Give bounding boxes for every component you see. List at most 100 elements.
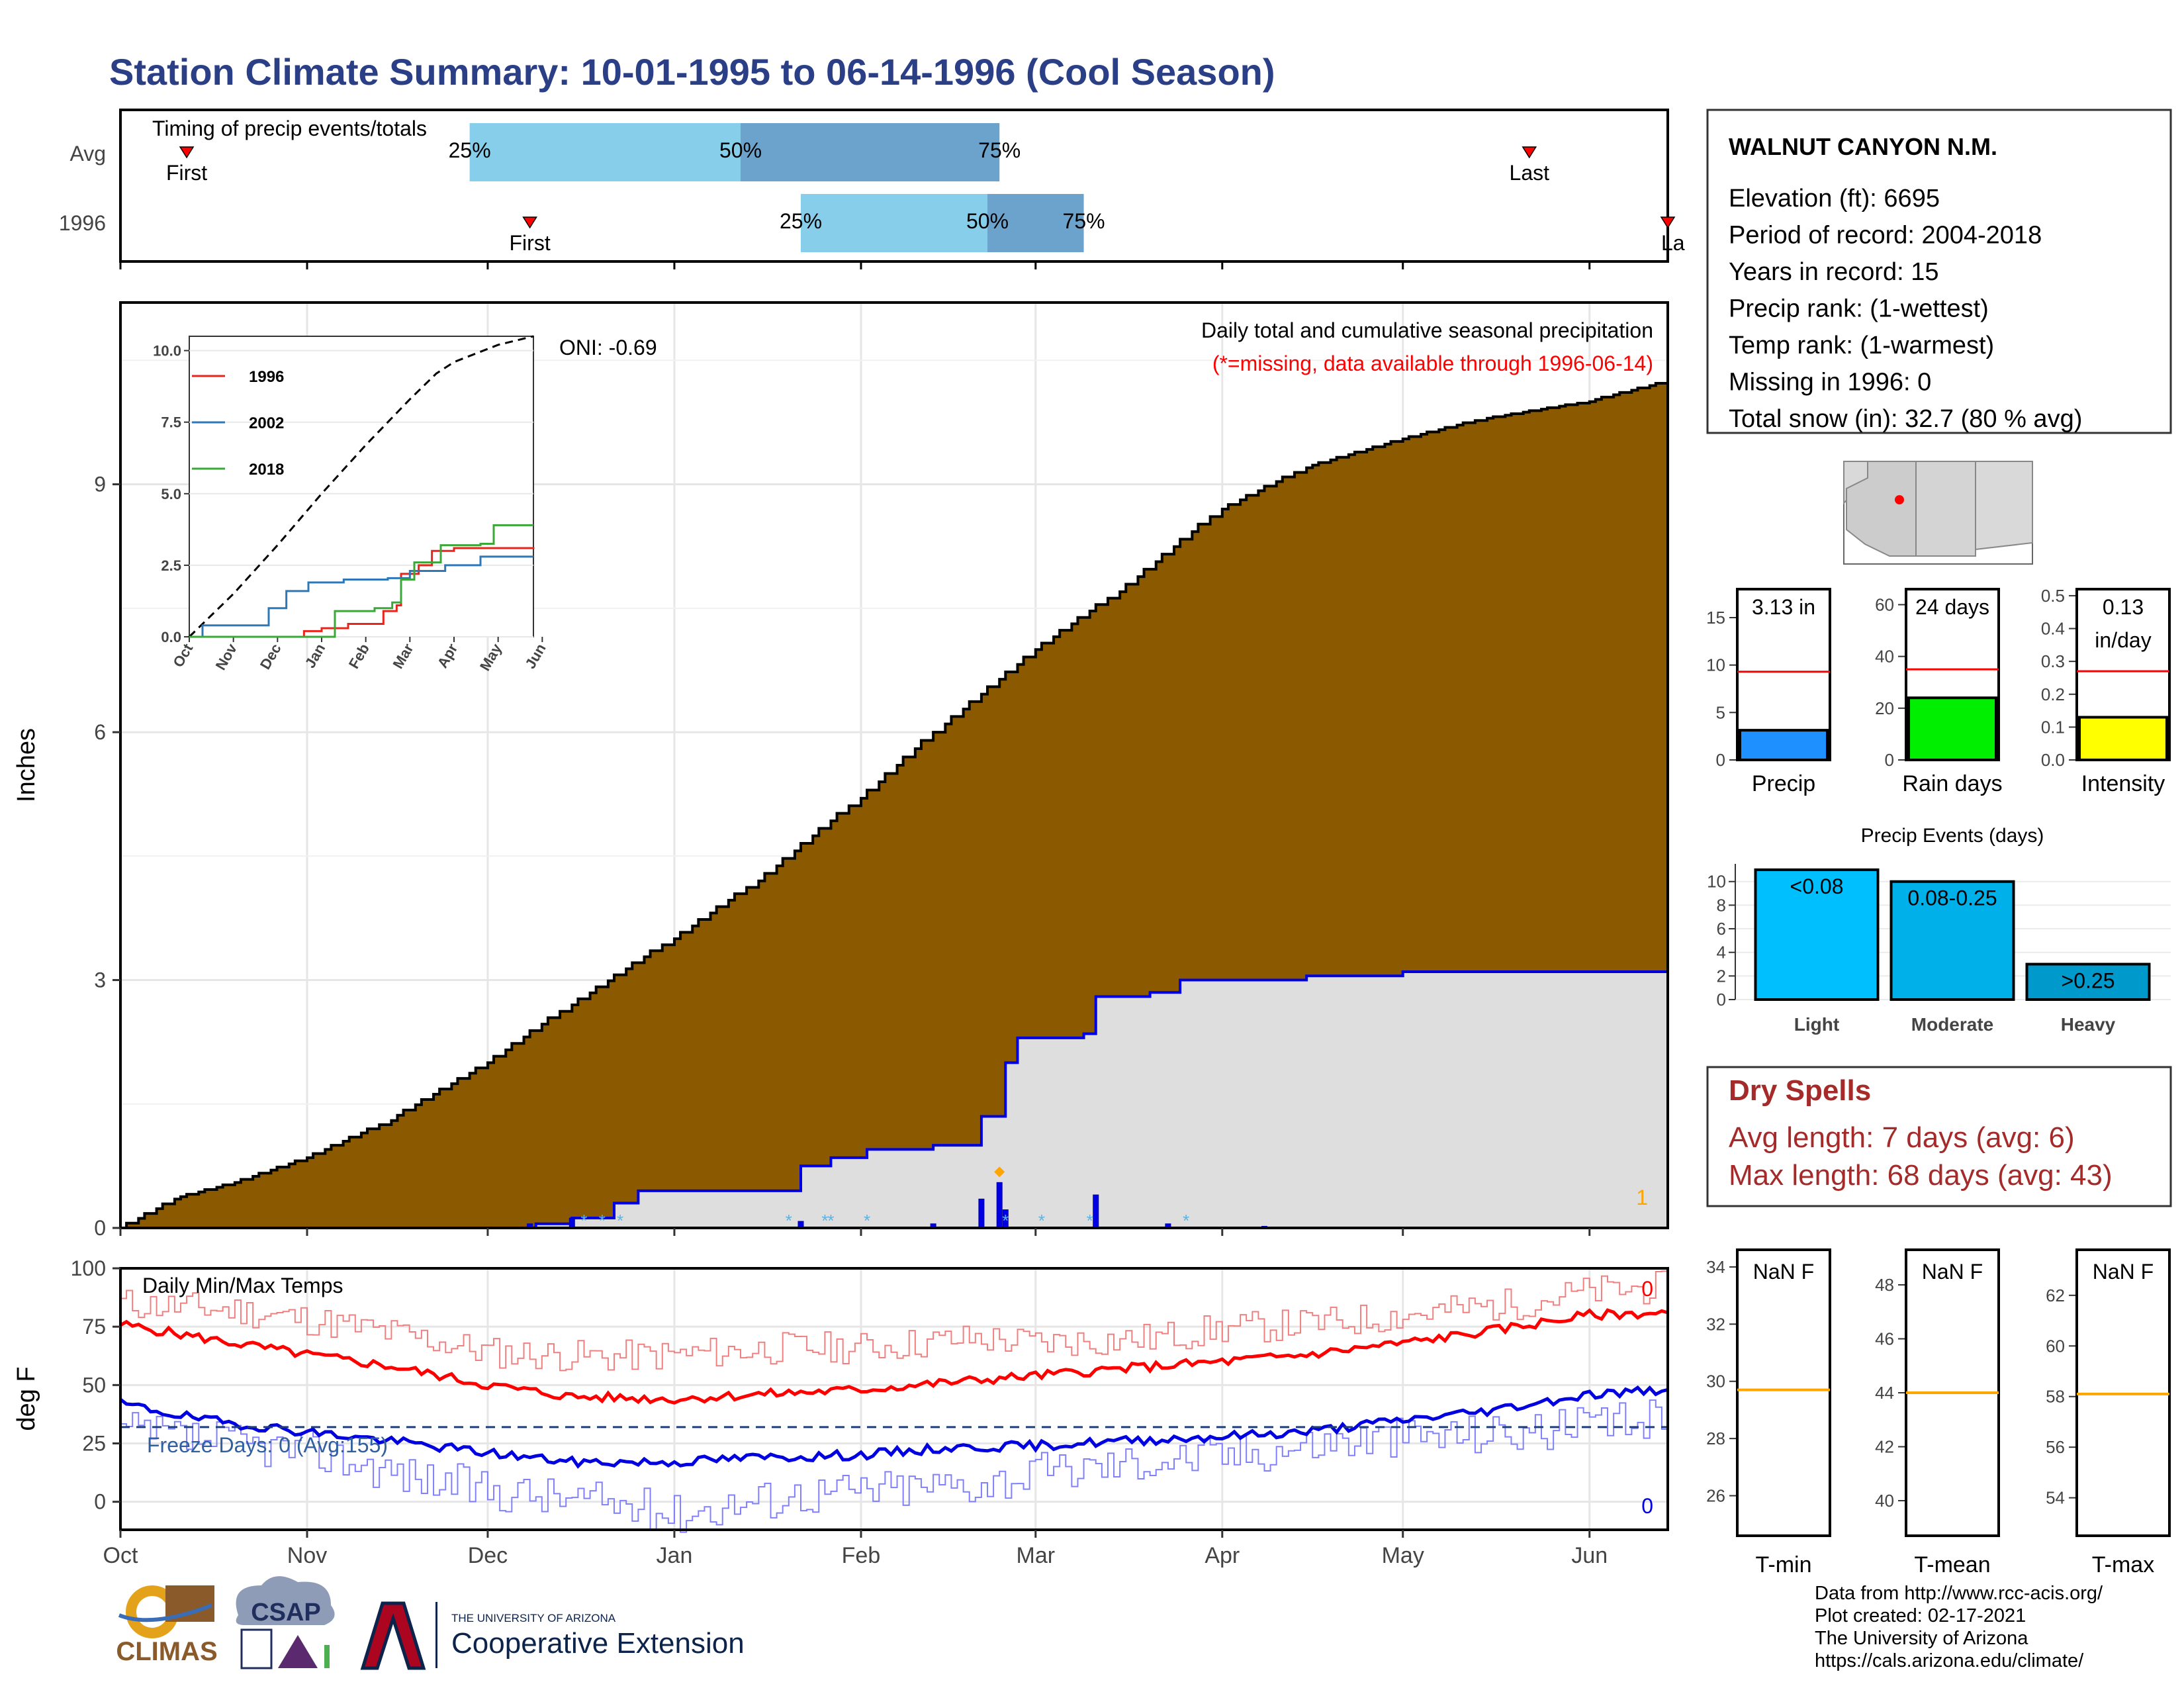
summary-y-tick-label: 0 <box>1885 750 1894 770</box>
ua-small-text: THE UNIVERSITY OF ARIZONA <box>451 1612 616 1624</box>
events-bar-Heavy <box>2025 962 2151 1001</box>
station-info-line: Total snow (in): 32.7 (80 % avg) <box>1729 405 2082 433</box>
precip-y-tick-label: 3 <box>94 968 106 992</box>
x-tick-label: Dec <box>468 1543 508 1568</box>
summary-name-Rain days: Rain days <box>1902 771 2002 796</box>
events-title: Precip Events (days) <box>1861 825 2044 847</box>
inset-legend-label: 2018 <box>249 461 284 479</box>
summary-value-label: 24 days <box>1915 595 1989 619</box>
csap-logo: CSAP <box>236 1576 335 1669</box>
inset-y-tick-label: 5.0 <box>161 486 181 502</box>
temp-bar-y-tick-label: 58 <box>2046 1387 2065 1407</box>
station-info-line: Elevation (ft): 6695 <box>1729 185 1940 212</box>
station-info-box: WALNUT CANYON N.M. Elevation (ft): 6695 P… <box>1706 109 2172 434</box>
snow-day-marker: * <box>1038 1211 1045 1231</box>
timing-last-marker <box>1660 216 1676 229</box>
events-bar-Light <box>1754 868 1880 1002</box>
timing-first-label: First <box>166 161 207 185</box>
temp-bar-y-tick-label: 40 <box>1875 1491 1894 1511</box>
figure-title: Station Climate Summary: 10-01-1995 to 0… <box>109 51 1275 93</box>
credit-line-source: Data from http://www.rcc-acis.org/ <box>1815 1583 2103 1604</box>
csap-logo-text: CSAP <box>251 1599 321 1626</box>
daily-precip-bar <box>978 1198 985 1229</box>
snow-day-marker: * <box>1002 1211 1009 1231</box>
max-day-marker <box>994 1166 1005 1178</box>
dry-spells-box: Dry Spells Avg length: 7 days (avg: 6) M… <box>1706 1066 2172 1207</box>
timing-row-year-label: 1996 <box>59 211 106 235</box>
timing-panel: Timing of precip events/totals Avg 1996 … <box>59 109 1685 269</box>
station-info-line: Temp rank: (1-warmest) <box>1729 332 1994 359</box>
snow-day-marker: * <box>617 1211 623 1231</box>
oni-label: ONI: -0.69 <box>559 336 657 359</box>
summary-y-tick-label: 15 <box>1706 608 1725 628</box>
temp-y-tick-label: 0 <box>94 1490 106 1514</box>
timing-first-label: First <box>510 231 551 255</box>
temp-panel-label: Daily Min/Max Temps <box>142 1274 343 1297</box>
timing-first-marker <box>179 146 195 159</box>
precip-y-axis-label: Inches <box>13 728 40 802</box>
temp-bar-y-tick-label: 62 <box>2046 1286 2065 1305</box>
timing-label: Timing of precip events/totals <box>152 117 427 140</box>
summary-y-tick-label: 0.5 <box>2041 586 2065 606</box>
summary-y-tick-label: 0.3 <box>2041 651 2065 671</box>
timing-first-marker <box>522 216 537 229</box>
timing-p25-label: 25% <box>449 138 491 162</box>
events-bar-label: <0.08 <box>1790 874 1844 898</box>
ua-big-text: Cooperative Extension <box>451 1627 745 1660</box>
climas-logo-text: CLIMAS <box>116 1637 217 1666</box>
temp-bar-name-T-min: T-min <box>1756 1552 1812 1577</box>
credit-line-url: https://cals.arizona.edu/climate/ <box>1815 1650 2084 1671</box>
x-tick-label: Apr <box>1205 1543 1240 1568</box>
snow-day-marker: * <box>864 1211 870 1231</box>
snow-day-marker: * <box>786 1211 792 1231</box>
precip-events-chart: Precip Events (days) 0 2 4 6 8 10 <0.08 Light 0.… <box>1707 825 2171 1035</box>
timing-box-50-75 <box>741 123 1000 181</box>
events-y-tick-label: 0 <box>1717 990 1726 1009</box>
snow-day-marker: * <box>1183 1211 1189 1231</box>
dry-max-length: Max length: 68 days (avg: 43) <box>1729 1159 2113 1192</box>
temp-y-axis-label: deg F <box>13 1366 40 1430</box>
temp-bar-y-tick-label: 28 <box>1706 1429 1725 1448</box>
missing-count: 1 <box>1636 1186 1648 1209</box>
summary-name-Precip: Precip <box>1752 771 1815 796</box>
timing-box-25-50 <box>469 123 741 181</box>
logo-strip: CLIMAS CSAP THE UNIVERSITY OF ARIZONA Co… <box>116 1576 745 1670</box>
inset-legend-label: 1996 <box>249 368 284 386</box>
temperature-summary-bars: 26 28 30 32 34 NaN F T-min 40 42 44 46 48 NaN F T-mea… <box>1706 1248 2171 1577</box>
summary-bar-charts: 0 5 10 15 3.13 in Precip 0 20 40 60 24 days Rain da… <box>1706 586 2171 796</box>
summary-y-tick-label: 20 <box>1875 698 1894 718</box>
timing-p75-label: 75% <box>1063 209 1105 233</box>
temp-bar-y-tick-label: 44 <box>1875 1383 1894 1403</box>
temp-y-tick-label: 25 <box>82 1432 106 1456</box>
station-info-line: Missing in 1996: 0 <box>1729 369 1931 397</box>
timing-last-label: La <box>1661 231 1685 255</box>
daily-precip-bar <box>1093 1194 1099 1229</box>
climas-logo: CLIMAS <box>116 1585 218 1666</box>
station-info-line: Years in record: 15 <box>1729 258 1939 286</box>
events-y-tick-label: 2 <box>1717 966 1726 986</box>
summary-y-tick-label: 0.4 <box>2041 619 2065 639</box>
year-cumulative-line <box>120 969 1669 1229</box>
precip-caption: Daily total and cumulative seasonal prec… <box>1201 318 1653 342</box>
x-tick-label: Oct <box>103 1543 138 1568</box>
x-tick-label: May <box>1382 1543 1424 1568</box>
temp-bar-y-tick-label: 48 <box>1875 1275 1894 1295</box>
inset-series-1996 <box>291 547 535 638</box>
temp-bar-y-tick-label: 56 <box>2046 1437 2065 1457</box>
temp-y-tick-label: 50 <box>82 1373 106 1397</box>
summary-y-tick-label: 0.1 <box>2041 717 2065 737</box>
inset-y-tick-label: 10.0 <box>153 343 181 359</box>
inset-legend-label: 2002 <box>249 414 284 432</box>
timing-last-label: Last <box>1510 161 1550 185</box>
min-exceed-count: 0 <box>1641 1494 1653 1518</box>
credit-line-institution: The University of Arizona <box>1815 1628 2028 1649</box>
summary-y-tick-label: 40 <box>1875 647 1894 667</box>
summary-bar-Precip <box>1739 729 1829 762</box>
timing-box-50-75 <box>987 194 1084 252</box>
summary-y-tick-label: 5 <box>1716 702 1725 722</box>
temp-bar-name-T-mean: T-mean <box>1914 1552 1990 1577</box>
x-axis: Oct Nov Dec Jan Feb Mar Apr May Jun <box>103 1228 1608 1568</box>
events-category-Light: Light <box>1794 1014 1839 1035</box>
x-tick-label: Nov <box>287 1543 327 1568</box>
